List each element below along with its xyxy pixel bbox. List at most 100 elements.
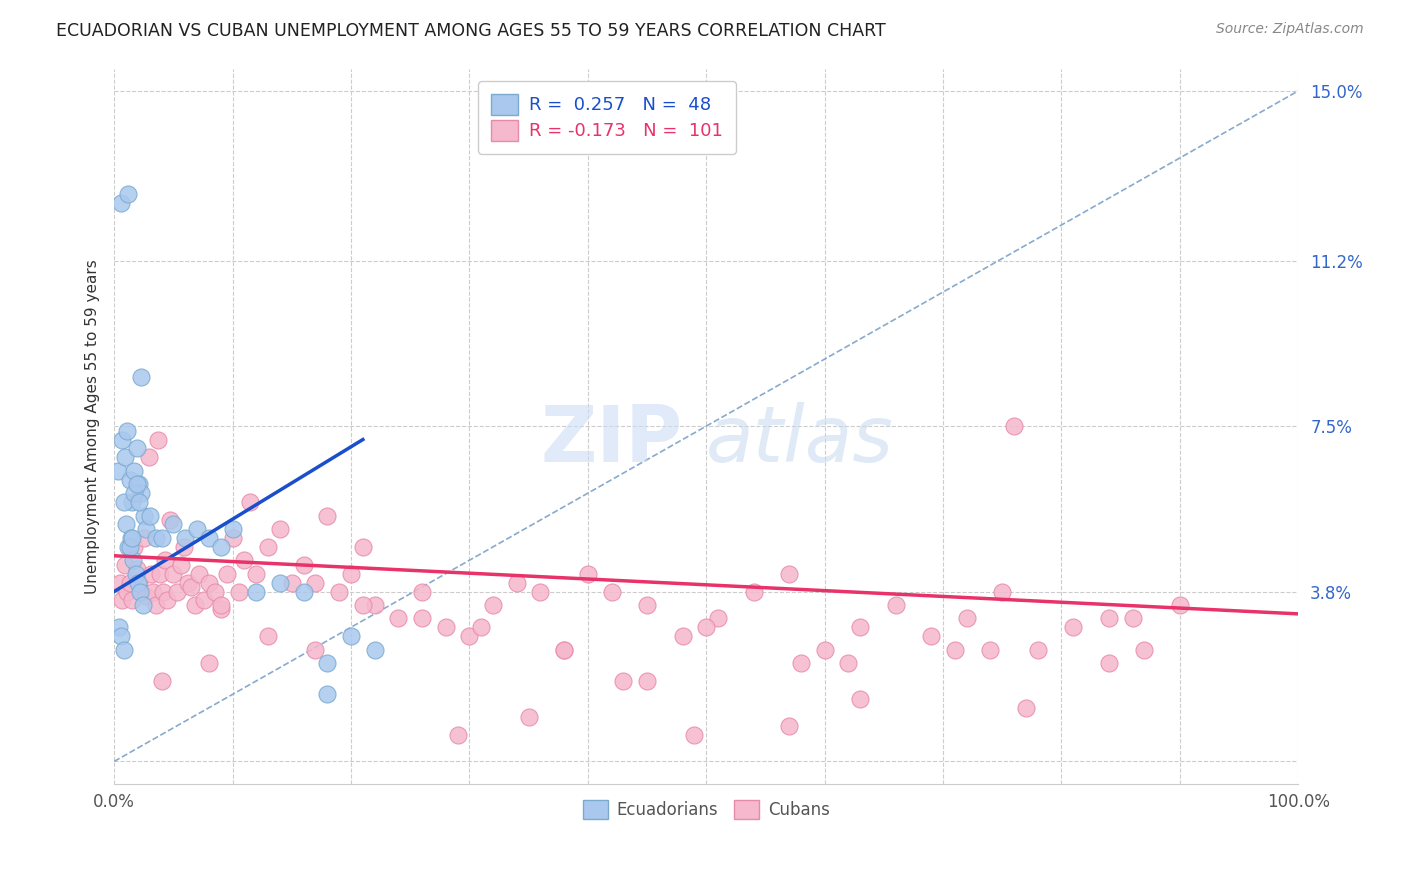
Point [707,611,730,625]
Point [292,558,315,572]
Point [131,370,153,384]
Point [316,656,339,670]
Point [156,593,179,607]
Point [188,566,211,581]
Point [174,531,197,545]
Point [228,584,250,599]
Point [884,598,907,612]
Point [340,566,363,581]
Point [553,642,575,657]
Point [110,195,132,210]
Point [600,584,623,599]
Point [198,656,221,670]
Point [245,584,267,599]
Point [198,531,221,545]
Point [198,575,221,590]
Point [215,566,238,581]
Point [790,656,813,670]
Point [153,553,176,567]
Point [115,584,138,599]
Point [139,566,162,581]
Point [135,589,157,603]
Point [849,620,872,634]
Point [120,531,142,545]
Text: atlas: atlas [706,402,894,478]
Point [304,575,326,590]
Point [1015,700,1038,714]
Point [281,575,304,590]
Point [121,531,143,545]
Point [1002,419,1025,434]
Point [1098,656,1121,670]
Point [316,687,339,701]
Point [239,495,262,509]
Point [152,584,174,599]
Point [316,508,339,523]
Point [683,728,706,742]
Point [943,642,966,657]
Point [128,477,150,491]
Point [111,593,134,607]
Point [778,566,800,581]
Point [149,566,172,581]
Point [117,186,139,201]
Point [115,424,138,438]
Point [121,495,143,509]
Point [142,584,165,599]
Point [124,566,146,581]
Point [122,553,145,567]
Point [1133,642,1156,657]
Point [328,584,350,599]
Point [131,584,153,599]
Point [636,673,658,688]
Point [131,486,153,500]
Point [517,709,540,723]
Point [138,450,160,465]
Point [233,553,256,567]
Point [129,584,152,599]
Point [221,522,243,536]
Point [110,629,132,643]
Point [979,642,1001,657]
Point [173,540,195,554]
Point [135,522,157,536]
Point [209,540,232,554]
Point [169,558,191,572]
Point [124,540,146,554]
Point [470,620,492,634]
Point [387,611,409,625]
Point [257,540,280,554]
Point [837,656,859,670]
Point [920,629,942,643]
Point [121,593,143,607]
Point [118,575,141,590]
Point [118,473,141,487]
Point [411,584,433,599]
Point [458,629,481,643]
Point [124,486,146,500]
Point [304,642,326,657]
Point [128,495,150,509]
Point [115,517,138,532]
Point [446,728,468,742]
Point [352,540,374,554]
Point [576,566,599,581]
Point [612,673,634,688]
Point [162,517,184,532]
Point [257,629,280,643]
Point [162,566,184,581]
Point [778,718,800,732]
Point [1098,611,1121,625]
Point [186,522,208,536]
Point [1122,611,1144,625]
Point [132,508,155,523]
Point [128,575,150,590]
Point [742,584,765,599]
Point [363,642,385,657]
Point [1062,620,1084,634]
Point [1168,598,1191,612]
Point [553,642,575,657]
Point [849,691,872,706]
Point [193,593,215,607]
Point [124,464,146,478]
